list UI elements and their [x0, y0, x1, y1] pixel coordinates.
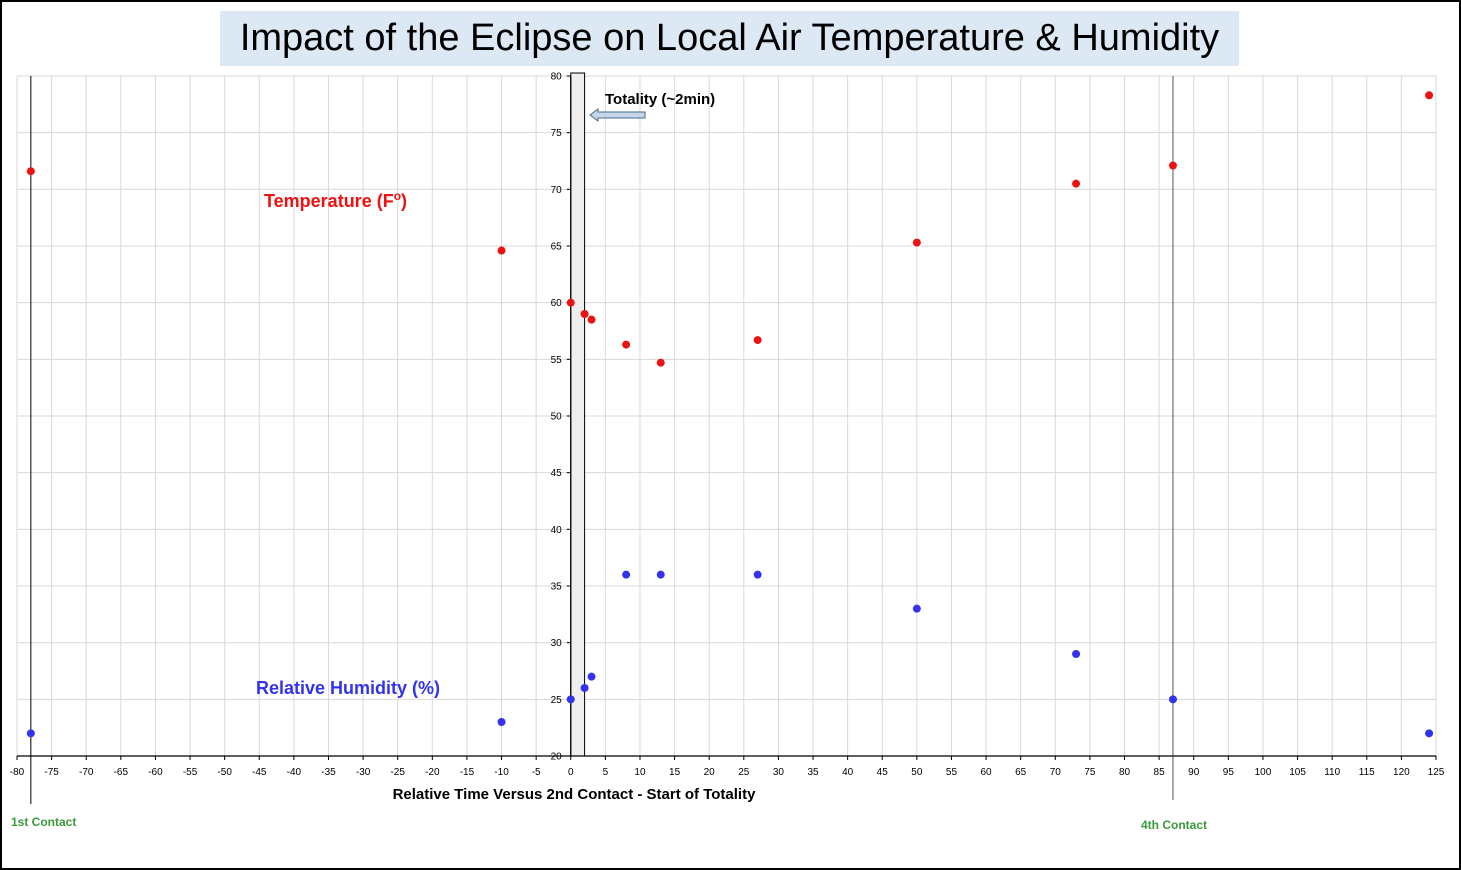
x-tick-label: 85: [1154, 767, 1166, 778]
x-tick-label: -15: [460, 767, 475, 778]
x-tick-label: 20: [704, 767, 716, 778]
x-tick-label: 105: [1289, 767, 1306, 778]
y-tick-label: 80: [551, 72, 563, 83]
x-tick-label: -20: [425, 767, 440, 778]
humidity-point: [912, 604, 921, 613]
x-tick-label: -70: [79, 767, 94, 778]
x-tick-label: -45: [252, 767, 267, 778]
x-tick-label: 80: [1119, 767, 1131, 778]
y-tick-label: 65: [551, 242, 563, 253]
x-tick-label: 5: [603, 767, 609, 778]
y-tick-label: 70: [551, 185, 563, 196]
totality-band-layer: [570, 72, 586, 757]
temperature-point: [587, 315, 596, 324]
humidity-point: [580, 684, 589, 692]
x-tick-label: -10: [494, 767, 509, 778]
temperature-series-label: Temperature (Fo): [264, 189, 407, 211]
humidity-point: [26, 729, 35, 738]
x-tick-label: 115: [1359, 767, 1375, 778]
y-tick-label: 60: [551, 298, 563, 309]
humidity-point: [1425, 729, 1434, 738]
y-tick-label: 55: [551, 355, 563, 366]
temperature-point: [26, 167, 35, 176]
totality-label: Totality (~2min): [605, 91, 715, 108]
x-tick-label: 35: [807, 767, 819, 778]
humidity-point: [566, 695, 575, 704]
temperature-point: [580, 310, 589, 318]
x-tick-label: -30: [356, 767, 371, 778]
y-tick-label: 75: [551, 128, 563, 139]
y-tick-label: 40: [551, 525, 563, 536]
x-tick-label: -50: [217, 767, 232, 778]
x-tick-label: -65: [114, 767, 129, 778]
x-tick-label: 0: [568, 767, 574, 778]
x-tick-label: 70: [1050, 767, 1062, 778]
temperature-point: [1072, 179, 1081, 188]
humidity-series-label: Relative Humidity (%): [256, 678, 440, 698]
x-tick-label: 15: [669, 767, 681, 778]
humidity-point: [1072, 650, 1081, 658]
x-tick-label: -80: [10, 767, 25, 778]
x-tick-label: 90: [1188, 767, 1200, 778]
x-tick-label: -25: [390, 767, 405, 778]
x-tick-label: 60: [981, 767, 993, 778]
temperature-point: [1425, 91, 1434, 100]
y-tick-label: 30: [551, 638, 563, 649]
temperature-point: [622, 340, 631, 349]
temperature-point: [1168, 161, 1177, 170]
x-axis-label: Relative Time Versus 2nd Contact - Start…: [393, 786, 757, 803]
x-tick-label: 40: [842, 767, 854, 778]
fourth-contact-label: 4th Contact: [1141, 818, 1207, 832]
y-tick-label: 20: [551, 752, 563, 763]
humidity-point: [497, 718, 506, 726]
x-tick-label: -40: [287, 767, 302, 778]
humidity-point: [753, 570, 762, 579]
y-tick-label: 25: [551, 695, 563, 706]
totality-band: [570, 72, 586, 757]
x-tick-label: -60: [148, 767, 163, 778]
y-tick-label: 35: [551, 582, 563, 593]
x-tick-label: 120: [1393, 767, 1410, 778]
x-tick-label: 45: [877, 767, 889, 778]
temperature-point: [656, 358, 665, 367]
annotations: Temperature (Fo) Relative Humidity (%) Tot…: [11, 91, 1207, 832]
x-tick-label: -5: [532, 767, 541, 778]
temperature-point: [566, 298, 575, 307]
x-tick-label: 75: [1084, 767, 1096, 778]
y-tick-label: 50: [551, 412, 563, 423]
first-contact-label: 1st Contact: [11, 815, 76, 829]
x-tick-label: 110: [1324, 767, 1340, 778]
x-tick-label: 95: [1223, 767, 1235, 778]
x-tick-label: 30: [773, 767, 785, 778]
grid: [16, 75, 1437, 757]
data-points: [26, 91, 1434, 738]
x-tick-label: -55: [183, 767, 198, 778]
temperature-point: [912, 238, 921, 247]
humidity-point: [656, 570, 665, 579]
x-tick-label: 55: [946, 767, 958, 778]
humidity-point: [1168, 695, 1177, 704]
x-tick-label: 50: [911, 767, 923, 778]
x-tick-label: 10: [634, 767, 646, 778]
x-tick-label: 125: [1428, 767, 1445, 778]
x-tick-label: -75: [44, 767, 59, 778]
chart-title: Impact of the Eclipse on Local Air Tempe…: [239, 17, 1220, 59]
x-tick-label: 100: [1255, 767, 1272, 778]
x-tick-label: 65: [1015, 767, 1027, 778]
temperature-point: [753, 336, 762, 345]
x-tick-label: -35: [321, 767, 336, 778]
contact-lines: [30, 76, 1174, 804]
temperature-point: [497, 246, 506, 255]
x-tick-label: 25: [738, 767, 750, 778]
humidity-point: [622, 570, 631, 579]
humidity-point: [587, 672, 596, 681]
arrow-left-icon: [589, 108, 646, 122]
y-tick-label: 45: [551, 468, 563, 479]
chart-title-box: Impact of the Eclipse on Local Air Tempe…: [220, 11, 1239, 66]
